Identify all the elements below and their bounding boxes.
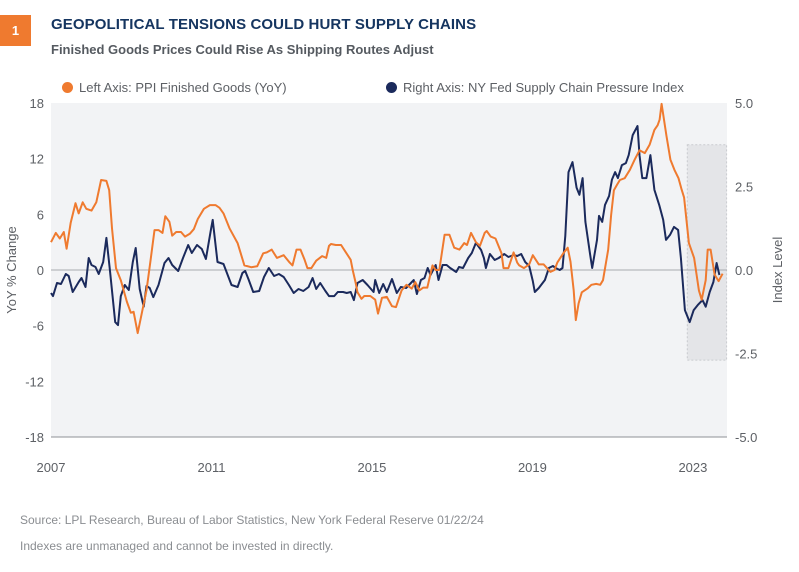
disclaimer-note: Indexes are unmanaged and cannot be inve… [20,539,334,553]
source-note: Source: LPL Research, Bureau of Labor St… [20,513,484,527]
x-tick-label: 2019 [518,460,547,475]
y-axis-right-label: Index Level [770,237,785,304]
y-tick-right-label: 5.0 [735,96,753,111]
y-tick-left-label: 12 [30,152,44,167]
legend-label-ppi: Left Axis: PPI Finished Goods (YoY) [79,80,287,95]
series-line-ppi [50,102,724,335]
y-axis-right-ticks: 5.0 2.5 0.0 -2.5 -5.0 [735,96,757,445]
y-tick-right-label: 2.5 [735,180,753,195]
y-tick-left-label: -18 [25,430,44,445]
x-axis-ticks: 2007 2011 2015 2019 2023 [37,460,708,475]
x-tick-label: 2015 [357,460,386,475]
x-tick-label: 2023 [678,460,707,475]
y-tick-left-label: 6 [37,207,44,222]
y-tick-right-label: 0.0 [735,263,753,278]
y-tick-left-label: 18 [30,96,44,111]
legend-item-ppi: Left Axis: PPI Finished Goods (YoY) [62,80,287,95]
y-tick-right-label: -2.5 [735,347,757,362]
y-tick-left-label: -12 [25,374,44,389]
y-tick-right-label: -5.0 [735,430,757,445]
legend-label-gscpi: Right Axis: NY Fed Supply Chain Pressure… [403,80,684,95]
chart-number-badge: 1 [0,15,31,46]
legend-marker-gscpi [386,82,397,93]
chart-subtitle: Finished Goods Prices Could Rise As Ship… [51,42,434,57]
y-tick-left-label: 0 [37,263,44,278]
legend-item-gscpi: Right Axis: NY Fed Supply Chain Pressure… [386,80,684,95]
y-axis-left-ticks: 18 12 6 0 -6 -12 -18 [25,96,44,445]
legend-marker-ppi [62,82,73,93]
x-tick-label: 2011 [197,460,225,475]
chart-title: GEOPOLITICAL TENSIONS COULD HURT SUPPLY … [51,16,477,33]
y-tick-left-label: -6 [32,319,44,334]
y-axis-left-label: YoY % Change [4,226,19,313]
x-tick-label: 2007 [37,460,66,475]
